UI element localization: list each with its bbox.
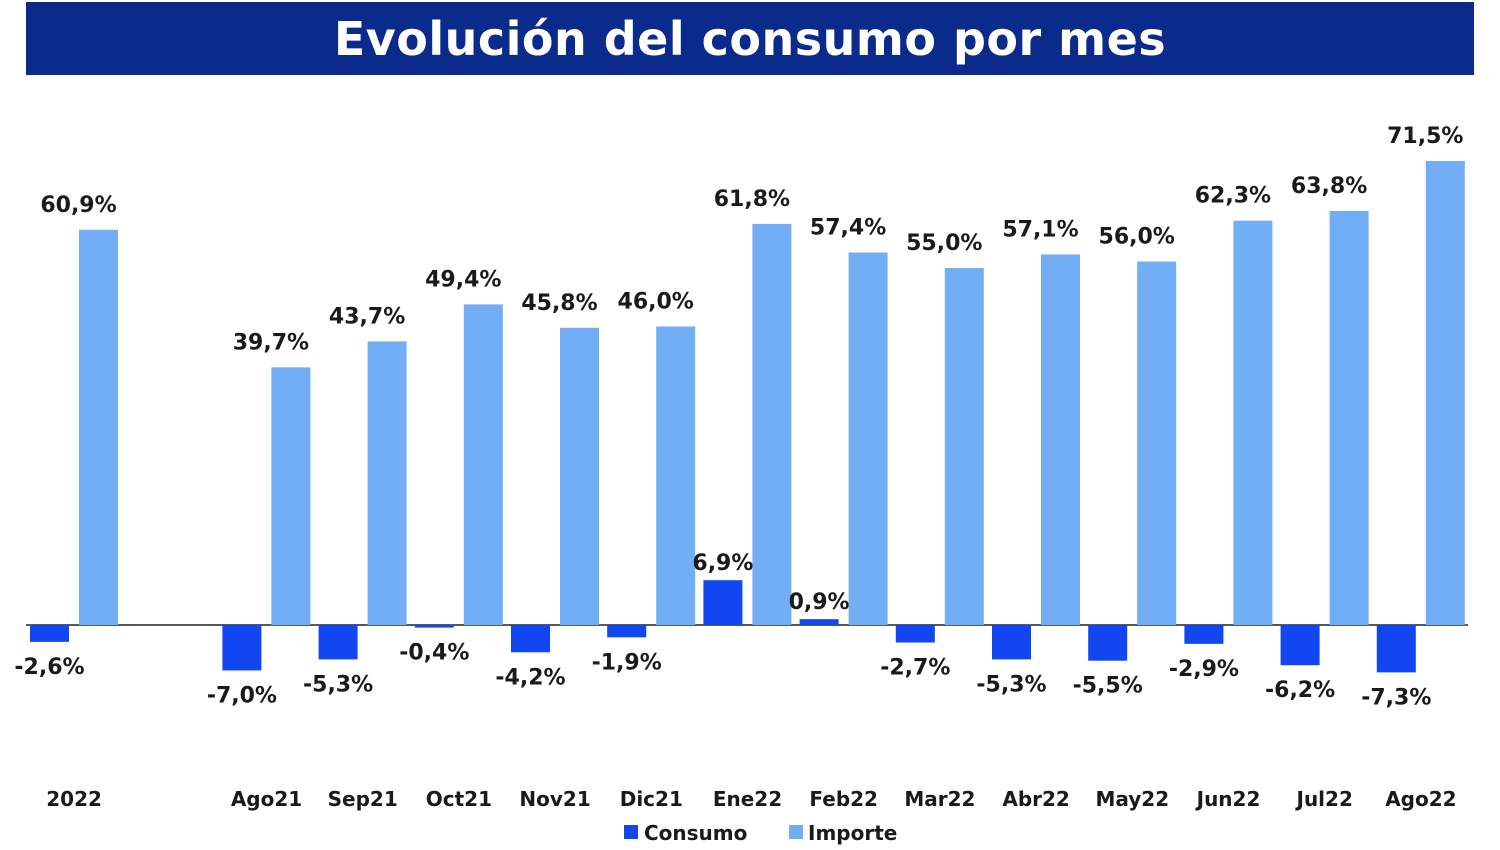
consumo-bar — [414, 625, 454, 628]
importe-data-label: 57,1% — [1002, 217, 1078, 242]
consumo-bar — [222, 625, 262, 671]
consumo-bar — [1376, 625, 1416, 673]
importe-bar — [367, 341, 407, 625]
x-tick-label: Jul22 — [1295, 787, 1353, 811]
importe-bar — [944, 268, 984, 625]
consumo-data-label: -4,2% — [495, 665, 565, 690]
x-tick-label: May22 — [1095, 787, 1169, 811]
consumo-bar — [703, 580, 743, 625]
importe-data-label: 61,8% — [714, 187, 790, 212]
importe-data-label: 57,4% — [810, 215, 886, 240]
consumo-bar — [1184, 625, 1224, 644]
importe-data-label: 63,8% — [1291, 174, 1367, 199]
consumo-data-label: -5,3% — [303, 672, 373, 697]
consumo-data-label: -7,0% — [207, 683, 277, 708]
consumo-bar — [799, 619, 839, 625]
importe-bar — [79, 229, 118, 625]
importe-data-label: 46,0% — [618, 289, 694, 314]
x-tick-label: Ago21 — [231, 787, 302, 811]
consumo-data-label: -0,4% — [399, 641, 469, 666]
legend-importe-label: Importe — [808, 821, 897, 845]
importe-data-label: 45,8% — [521, 291, 597, 316]
consumo-bar — [1280, 625, 1320, 666]
x-tick-label: Sep21 — [328, 787, 398, 811]
importe-bar — [271, 367, 311, 625]
importe-bar — [1041, 254, 1080, 625]
x-tick-label: Ago22 — [1385, 787, 1456, 811]
importe-bar — [463, 304, 503, 625]
x-tick-label: 2022 — [46, 787, 102, 811]
importe-data-label: 60,9% — [40, 193, 116, 218]
chart-title: Evolución del consumo por mes — [333, 11, 1167, 66]
importe-bar — [1137, 261, 1177, 625]
consumo-bar — [992, 625, 1031, 660]
importe-bar — [1425, 160, 1465, 625]
consumo-data-label: -5,3% — [976, 672, 1046, 697]
importe-bar — [848, 252, 888, 625]
importe-bar — [752, 223, 792, 625]
consumo-bar — [511, 625, 550, 653]
consumo-data-label: -1,9% — [592, 650, 662, 675]
importe-bar — [1329, 210, 1369, 626]
importe-bar — [560, 327, 599, 625]
consumo-data-label: -2,6% — [14, 655, 84, 680]
x-tick-label: Nov21 — [519, 787, 590, 811]
importe-data-label: 39,7% — [233, 330, 309, 355]
consumo-bar — [607, 625, 647, 638]
consumo-data-label: -6,2% — [1265, 678, 1335, 703]
consumo-data-label: -2,9% — [1169, 657, 1239, 682]
x-tick-label: Ene22 — [713, 787, 782, 811]
consumo-bar — [30, 625, 69, 642]
consumo-bar — [895, 625, 935, 643]
x-tick-label: Jun22 — [1195, 787, 1261, 811]
importe-data-label: 62,3% — [1195, 184, 1271, 209]
consumo-bar — [318, 625, 358, 660]
title-bar: Evolución del consumo por mes — [26, 2, 1474, 75]
consumo-data-label: -7,3% — [1361, 685, 1431, 710]
consumo-data-label: -5,5% — [1073, 674, 1143, 699]
consumo-data-label: 0,9% — [789, 590, 850, 615]
legend-importe-swatch — [789, 825, 803, 839]
x-tick-label: Mar22 — [904, 787, 975, 811]
importe-data-label: 71,5% — [1387, 124, 1463, 149]
x-tick-label: Dic21 — [620, 787, 683, 811]
importe-bar — [1233, 220, 1273, 625]
consumo-data-label: -2,7% — [880, 656, 950, 681]
x-tick-label: Oct21 — [426, 787, 492, 811]
x-tick-label: Abr22 — [1002, 787, 1070, 811]
importe-data-label: 43,7% — [329, 304, 405, 329]
legend-consumo-swatch — [624, 825, 638, 839]
consumo-data-label: 6,9% — [692, 551, 753, 576]
consumo-bar — [1088, 625, 1128, 661]
x-tick-label: Feb22 — [809, 787, 878, 811]
importe-bar — [656, 326, 696, 625]
importe-data-label: 56,0% — [1099, 225, 1175, 250]
importe-data-label: 55,0% — [906, 231, 982, 256]
importe-data-label: 49,4% — [425, 267, 501, 292]
legend-consumo-label: Consumo — [644, 821, 747, 845]
